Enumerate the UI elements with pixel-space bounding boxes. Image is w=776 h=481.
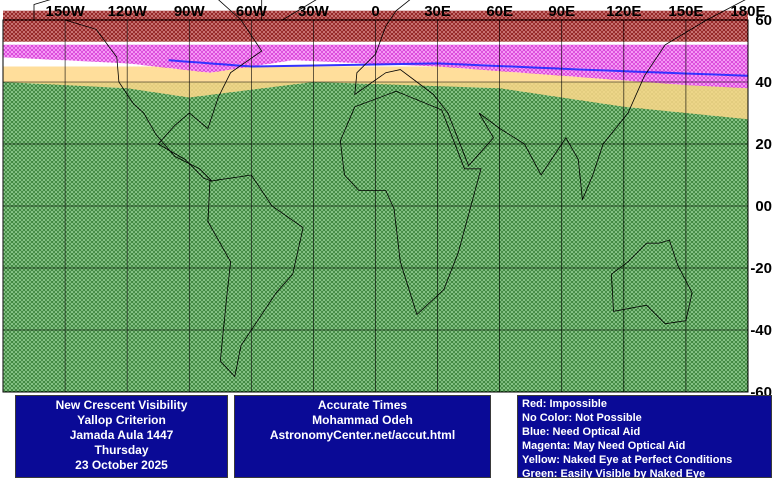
- legend-item: No Color: Not Possible: [522, 412, 642, 424]
- latitude-label: -20: [750, 260, 772, 277]
- credit-link[interactable]: AstronomyCenter.net/accut.html: [269, 428, 456, 442]
- world-map: 150W 120W 90W 60W 30W 0 30E 60E 90E 120E 150E 180E …: [2, 0, 772, 467]
- latitude-label: 60: [755, 12, 772, 29]
- legend-item: Yellow: Naked Eye at Perfect Conditions: [522, 454, 733, 466]
- eurasia-outline: [354, 0, 746, 200]
- legend-item: Blue: Need Optical Aid: [522, 426, 641, 438]
- credit-line-1: Accurate Times: [317, 398, 408, 412]
- longitude-label: 90E: [548, 3, 575, 20]
- crescent-info-panel: New Crescent Visibility Yallop Criterion…: [15, 395, 228, 478]
- longitude-label: 120E: [606, 3, 641, 20]
- date-line: 23 October 2025: [75, 458, 168, 472]
- australia-outline: [610, 239, 693, 325]
- longitude-labels: 150W 120W 90W 60W 30W 0 30E 60E 90E 120E 150E 180E: [45, 3, 765, 20]
- longitude-label: 0: [371, 3, 379, 20]
- longitude-label: 30E: [424, 3, 451, 20]
- legend-panel: Red: Impossible No Color: Not Possible B…: [517, 395, 772, 480]
- north-america-outline: [33, 0, 263, 182]
- longitude-label: 90W: [174, 3, 206, 20]
- longitude-label: 150W: [45, 3, 85, 20]
- weekday-line: Thursday: [94, 443, 149, 457]
- visibility-map: 150W 120W 90W 60W 30W 0 30E 60E 90E 120E 150E 180E …: [2, 0, 772, 467]
- longitude-label: 60W: [236, 3, 268, 20]
- legend-item: Magenta: May Need Optical Aid: [522, 440, 686, 452]
- longitude-label: 150E: [668, 3, 703, 20]
- longitude-label: 60E: [486, 3, 513, 20]
- latitude-label: 40: [755, 74, 772, 91]
- legend-item: Green: Easily Visible by Naked Eye: [522, 468, 706, 480]
- month-line: Jamada Aula 1447: [69, 428, 174, 442]
- credits-panel: Accurate Times Mohammad Odeh AstronomyCe…: [234, 395, 491, 478]
- longitude-label: 120W: [108, 3, 148, 20]
- title-line: New Crescent Visibility: [55, 398, 188, 412]
- longitude-label: 30W: [298, 3, 330, 20]
- longitude-label: 180E: [730, 3, 765, 20]
- south-america-outline: [207, 174, 304, 378]
- latitude-labels: 8060402000-20-40-60-80: [750, 12, 772, 463]
- credit-line-2: Mohammad Odeh: [312, 413, 413, 427]
- latitude-label: -40: [750, 322, 772, 339]
- criterion-line: Yallop Criterion: [77, 413, 166, 427]
- africa-outline: [339, 90, 482, 316]
- latitude-label: 00: [755, 198, 772, 215]
- legend-item: Red: Impossible: [522, 398, 607, 410]
- latitude-label: 20: [755, 136, 772, 153]
- greenland-outline: [261, 0, 317, 21]
